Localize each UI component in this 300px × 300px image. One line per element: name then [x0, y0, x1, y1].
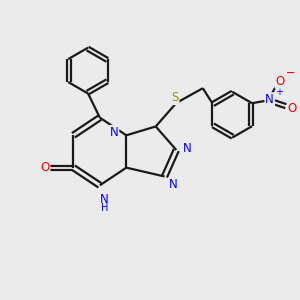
- Text: O: O: [288, 102, 297, 115]
- Text: H: H: [100, 203, 108, 213]
- Text: N: N: [110, 126, 118, 139]
- Text: N: N: [265, 93, 274, 106]
- Text: N: N: [100, 193, 109, 206]
- Text: S: S: [171, 91, 178, 104]
- Text: O: O: [275, 75, 285, 88]
- Text: O: O: [40, 161, 50, 174]
- Text: N: N: [169, 178, 178, 191]
- Text: N: N: [183, 142, 192, 155]
- Text: +: +: [275, 87, 284, 97]
- Text: −: −: [286, 68, 295, 78]
